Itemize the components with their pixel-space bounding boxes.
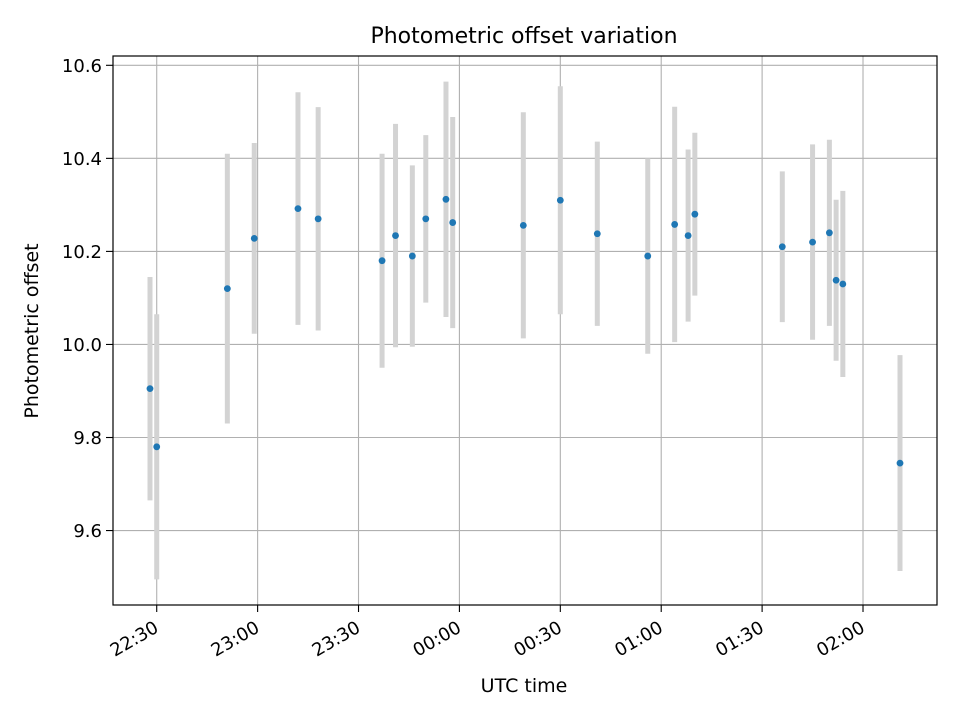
data-point	[223, 285, 231, 293]
x-axis-label: UTC time	[481, 675, 568, 697]
y-tick-label: 9.6	[73, 521, 102, 542]
data-point	[671, 221, 679, 228]
data-point	[294, 205, 302, 213]
plot-frame	[112, 55, 938, 606]
data-point	[825, 229, 833, 237]
data-point	[153, 443, 161, 451]
data-point	[378, 257, 386, 265]
data-point	[593, 230, 601, 238]
data-point	[314, 215, 322, 223]
y-axis-label: Photometric offset	[21, 243, 43, 418]
data-point	[832, 276, 840, 284]
data-point	[519, 221, 527, 229]
data-point	[449, 219, 457, 226]
data-point	[146, 385, 154, 393]
data-points	[146, 195, 904, 467]
data-point	[442, 195, 450, 203]
data-point	[644, 252, 652, 260]
data-point	[896, 459, 904, 467]
chart-title: Photometric offset variation	[370, 24, 677, 49]
y-tick-label: 10.6	[62, 56, 102, 77]
data-point	[691, 210, 699, 218]
data-point	[392, 232, 399, 239]
data-point	[839, 280, 847, 288]
data-point	[778, 243, 786, 251]
data-point	[422, 215, 430, 223]
y-tick-label: 9.8	[73, 428, 102, 449]
data-point	[809, 238, 816, 246]
y-tick-label: 10.0	[62, 335, 102, 356]
data-point	[408, 252, 416, 260]
y-tick-label: 10.4	[62, 149, 102, 170]
data-point	[556, 196, 564, 204]
data-point	[684, 232, 692, 239]
data-point	[250, 234, 258, 242]
y-tick-label: 10.2	[62, 242, 102, 263]
